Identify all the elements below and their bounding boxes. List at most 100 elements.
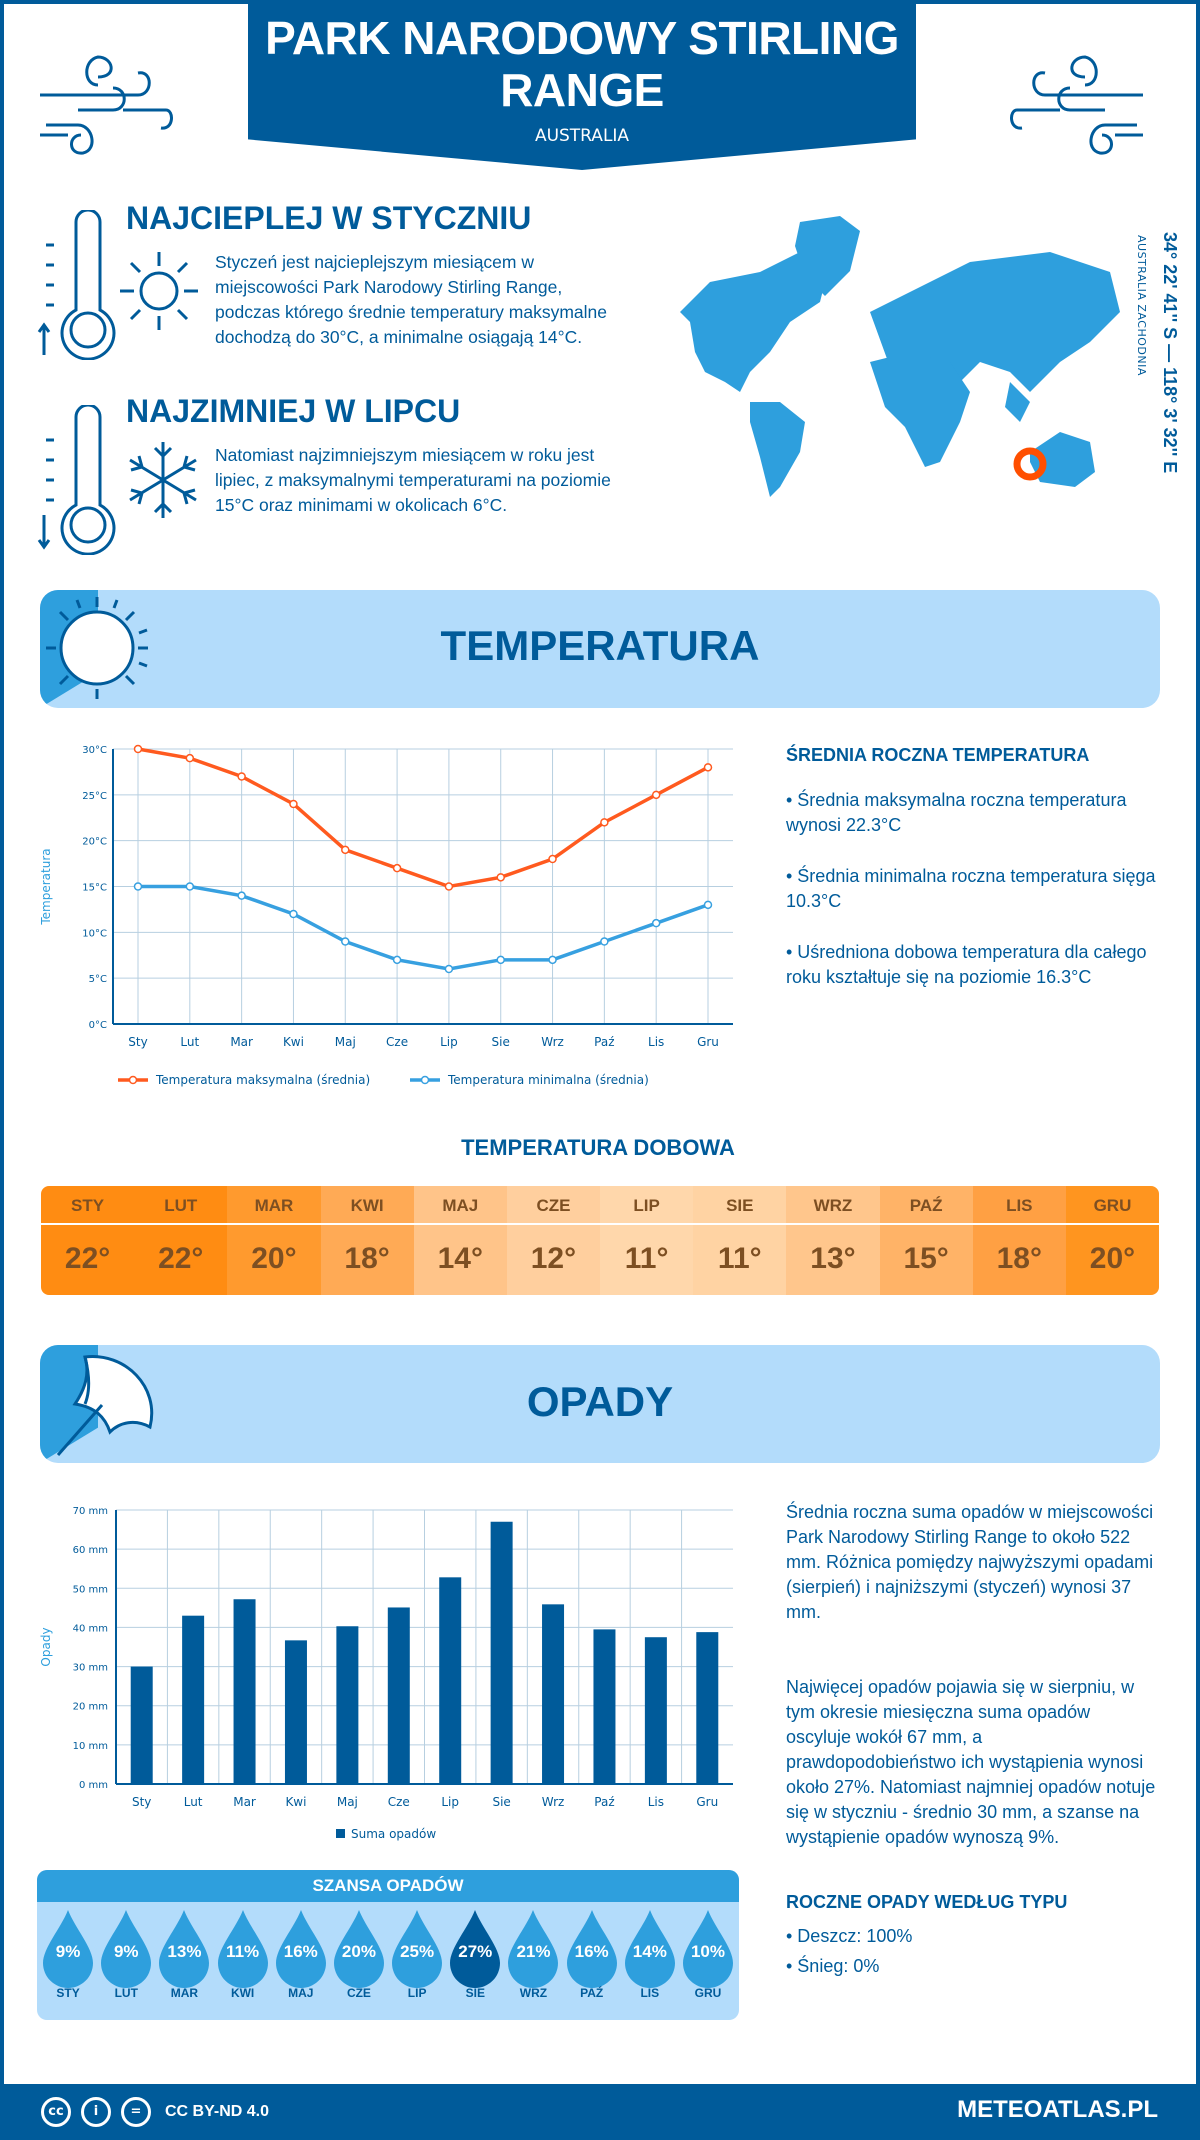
chance-item: 9% LUT xyxy=(97,1910,155,2000)
chance-month: WRZ xyxy=(519,1986,548,2000)
data-point xyxy=(496,955,505,965)
legend-label: Temperatura minimalna (średnia) xyxy=(447,1073,649,1087)
x-tick-label: Mar xyxy=(230,1035,253,1049)
temperature-title: TEMPERATURA xyxy=(440,622,760,669)
precip-type-snow: • Śnieg: 0% xyxy=(786,1956,880,1976)
precip-bar xyxy=(593,1629,616,1784)
thermometer-down-icon xyxy=(37,405,116,555)
data-point xyxy=(496,873,505,882)
data-point xyxy=(289,799,298,809)
x-tick-label: Lip xyxy=(441,1795,459,1809)
legend-label: Suma opadów xyxy=(351,1827,436,1841)
chance-month: STY xyxy=(56,1986,80,2000)
nd-icon: = xyxy=(121,2097,151,2127)
precip-text-2: Najwięcej opadów pojawia się w sierpniu,… xyxy=(786,1677,1156,1847)
daily-temp-cell: SIE 11° xyxy=(693,1186,787,1295)
x-tick-label: Wrz xyxy=(541,1035,564,1049)
coords-text: 34° 22' 41'' S — 118° 3' 32'' E xyxy=(1160,232,1180,474)
daily-value: 14° xyxy=(437,1242,483,1275)
data-point xyxy=(289,909,298,919)
chance-month: MAR xyxy=(170,1986,199,2000)
daily-temp-cell: LUT 22° xyxy=(134,1186,228,1295)
precip-bar xyxy=(336,1626,359,1784)
x-tick-label: Lis xyxy=(648,1795,664,1809)
by-icon: i xyxy=(81,2097,111,2127)
data-point xyxy=(600,937,609,946)
data-point xyxy=(703,900,713,910)
legend-marker xyxy=(128,1075,138,1085)
chance-item: 16% PAŹ xyxy=(563,1910,621,2000)
umbrella-icon xyxy=(56,1355,154,1456)
daily-month: MAR xyxy=(227,1186,321,1225)
precip-chance-panel: SZANSA OPADÓW 9% STY 9% LUT 13% MAR 11% KWI 16% M… xyxy=(37,1870,739,2020)
x-tick-label: Lut xyxy=(180,1035,199,1049)
precip-bar xyxy=(696,1632,719,1784)
data-point xyxy=(237,772,246,781)
y-axis-label: Temperatura xyxy=(39,848,53,925)
raindrop-icon xyxy=(682,1910,733,1988)
data-point xyxy=(392,863,402,873)
temp-summary-heading: ŚREDNIA ROCZNA TEMPERATURA xyxy=(786,745,1090,765)
precip-bar xyxy=(542,1604,565,1784)
license-label[interactable]: CC BY-ND 4.0 xyxy=(165,2103,270,2120)
daily-month: KWI xyxy=(320,1186,414,1225)
region-text: AUSTRALIA ZACHODNIA xyxy=(1135,235,1148,376)
wind-icon xyxy=(1010,55,1143,155)
chance-value: 20% xyxy=(341,1942,376,1961)
daily-temp-cell: STY 22° xyxy=(41,1186,135,1295)
daily-value: 13° xyxy=(810,1242,856,1275)
y-tick-label: 30 mm xyxy=(73,1663,108,1674)
daily-temp-title: TEMPERATURA DOBOWA xyxy=(461,1135,735,1160)
precipitation-chart: 0 mm 10 mm 20 mm 30 mm 40 mm 50 mm 60 mm 70 mm S… xyxy=(39,1506,733,1841)
page-title: PARK NARODOWY STIRLING RANGE xyxy=(265,12,899,116)
daily-value: 11° xyxy=(624,1242,669,1275)
precip-bar xyxy=(130,1666,153,1784)
chance-item: 20% CZE xyxy=(330,1910,388,2000)
raindrop-icon xyxy=(101,1910,152,1988)
series-line xyxy=(138,884,709,971)
chance-value: 9% xyxy=(113,1942,139,1961)
wind-icon xyxy=(40,55,173,155)
chance-item: 27% SIE xyxy=(446,1910,504,2000)
precip-text-1: Średnia roczna suma opadów w miejscowośc… xyxy=(786,1502,1154,1622)
daily-temp-cell: CZE 12° xyxy=(506,1186,601,1295)
daily-month: MAJ xyxy=(413,1186,507,1225)
y-tick-label: 40 mm xyxy=(73,1623,108,1634)
x-tick-label: Wrz xyxy=(542,1795,565,1809)
x-tick-label: Mar xyxy=(233,1795,256,1809)
raindrop-icon xyxy=(392,1910,443,1988)
chance-month: LIS xyxy=(640,1986,660,2000)
daily-value: 15° xyxy=(903,1242,949,1275)
raindrop-icon xyxy=(275,1910,326,1988)
precip-bar xyxy=(439,1577,462,1784)
daily-month: LIS xyxy=(972,1186,1066,1225)
daily-month: CZE xyxy=(506,1186,601,1225)
daily-temp-cell: LIS 18° xyxy=(972,1186,1066,1295)
x-tick-label: Sty xyxy=(132,1795,151,1809)
chance-value: 25% xyxy=(400,1942,435,1961)
precip-band xyxy=(40,1345,1160,1463)
data-point xyxy=(600,818,609,827)
daily-temp-table: STY 22° LUT 22° MAR 20° KWI 18° MAJ 14° CZE 12° LIP 1… xyxy=(41,1186,1159,1295)
brand-link[interactable]: METEOATLAS.PL xyxy=(957,2096,1158,2123)
daily-month: PAŹ xyxy=(879,1186,973,1225)
precip-type-rain: • Deszcz: 100% xyxy=(786,1926,913,1946)
raindrop-icon xyxy=(508,1910,559,1988)
raindrop-icon xyxy=(43,1910,94,1988)
x-tick-label: Cze xyxy=(388,1795,410,1809)
location-marker xyxy=(1013,447,1047,481)
chance-value: 16% xyxy=(574,1942,609,1961)
chance-month: CZE xyxy=(346,1986,371,2000)
raindrop-icon xyxy=(333,1910,384,1988)
chance-item: 11% KWI xyxy=(214,1910,272,2000)
x-tick-label: Gru xyxy=(696,1795,718,1809)
temp-bullet: • Uśredniona dobowa temperatura dla całe… xyxy=(786,942,1147,987)
daily-value: 11° xyxy=(717,1242,762,1275)
data-point xyxy=(133,882,143,891)
y-tick-label: 10°C xyxy=(82,928,107,939)
daily-value: 12° xyxy=(530,1242,577,1275)
chance-item: 16% MAJ xyxy=(272,1910,330,2000)
daily-month: LIP xyxy=(600,1186,694,1225)
x-tick-label: Lis xyxy=(648,1035,664,1049)
coldest-text: Natomiast najzimniejszym miesiącem w rok… xyxy=(215,445,611,515)
